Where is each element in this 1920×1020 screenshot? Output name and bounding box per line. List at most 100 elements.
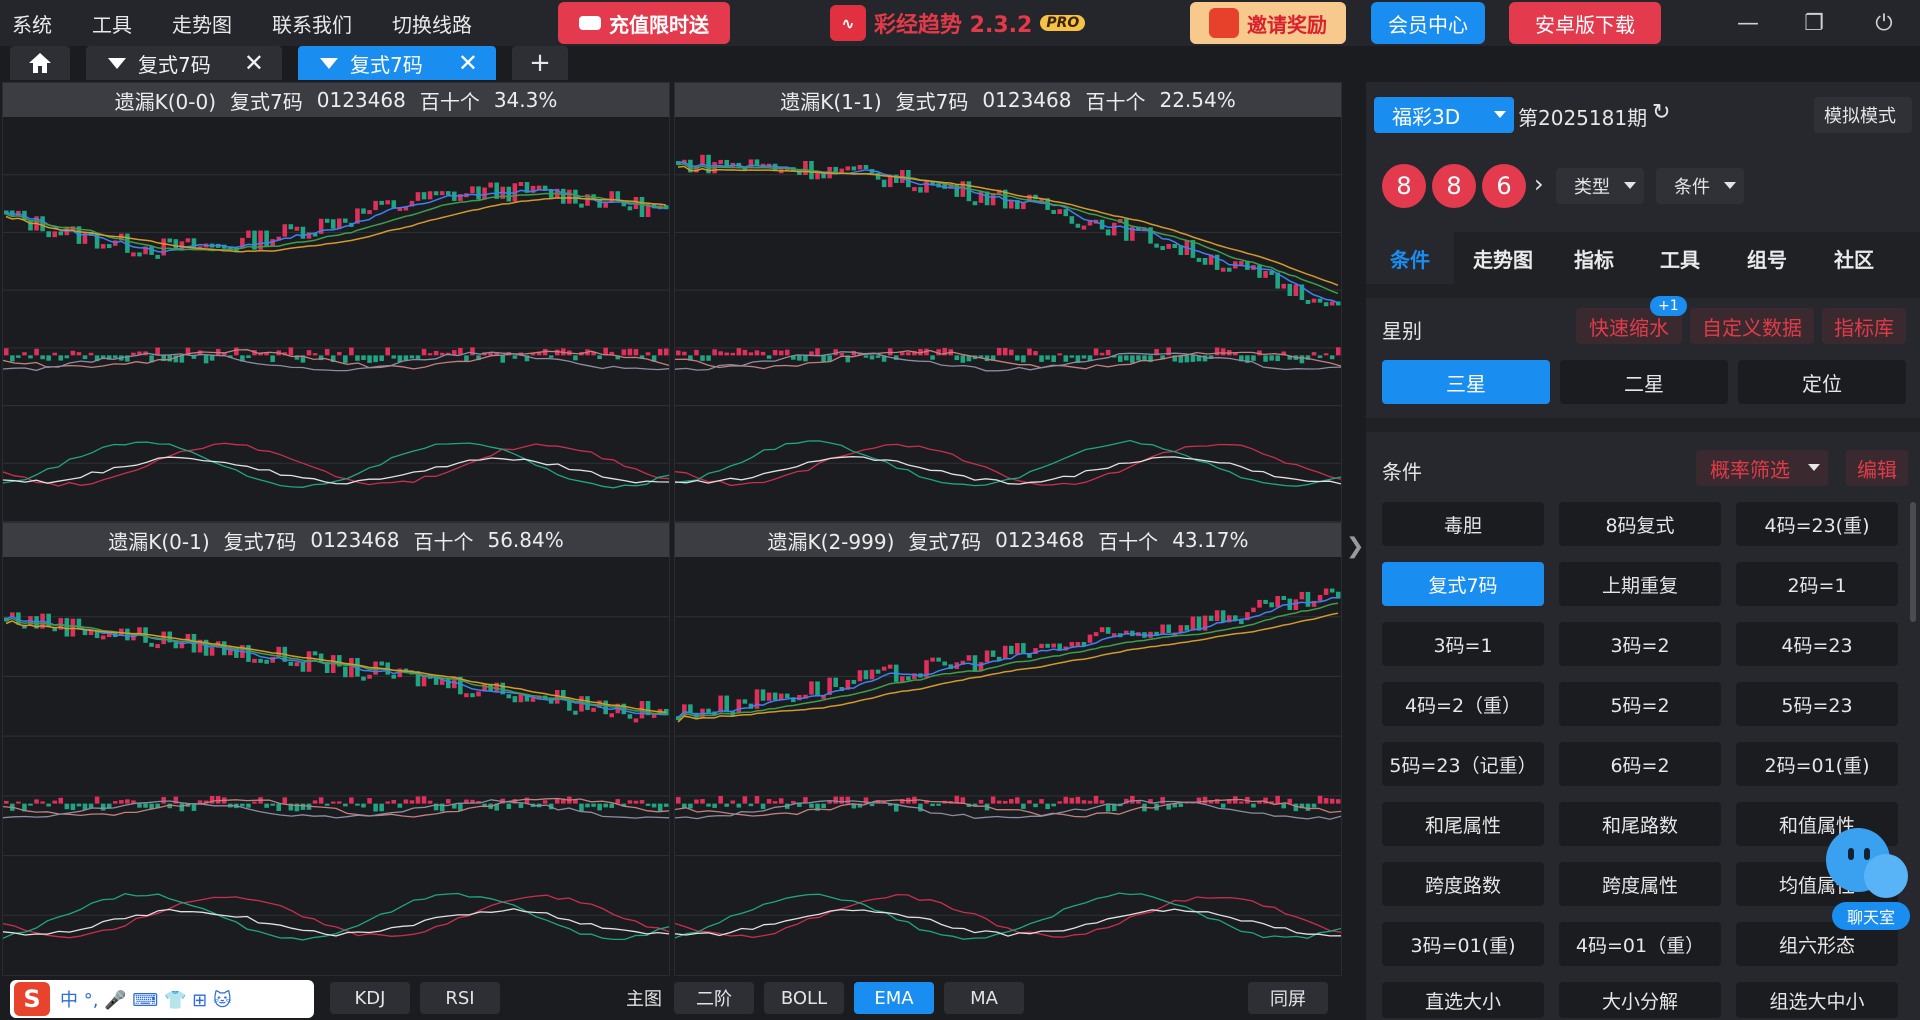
- power-icon[interactable]: ⏻: [1875, 10, 1893, 36]
- refresh-icon[interactable]: ↻: [1652, 100, 1671, 125]
- panel-splitter[interactable]: ❯: [1342, 82, 1366, 1020]
- recharge-promo-button[interactable]: 充值限时送: [558, 2, 730, 44]
- chart-mode: 复式7码: [223, 529, 297, 554]
- condition-button[interactable]: 5码=23（记重）: [1382, 742, 1544, 786]
- macd-bar: [494, 352, 499, 356]
- rsi-button[interactable]: RSI: [420, 982, 500, 1014]
- ma-button[interactable]: MA: [944, 982, 1024, 1014]
- probability-filter-dropdown[interactable]: 概率筛选: [1696, 450, 1828, 486]
- chart-digits: 0123468: [982, 88, 1072, 112]
- tab-trend[interactable]: 走势图: [1473, 247, 1533, 272]
- custom-data-button[interactable]: 自定义数据: [1690, 308, 1814, 344]
- scrollbar[interactable]: [1910, 502, 1916, 622]
- position-button[interactable]: 定位: [1738, 360, 1906, 404]
- ema-button[interactable]: EMA: [854, 982, 934, 1014]
- condition-button[interactable]: 3码=2: [1559, 622, 1721, 666]
- kline-bar: [875, 669, 881, 674]
- three-star-button[interactable]: 三星: [1382, 360, 1550, 404]
- condition-button[interactable]: 大小分解: [1559, 982, 1721, 1018]
- menu-tools[interactable]: 工具: [92, 12, 132, 37]
- condition-button[interactable]: 3码=1: [1382, 622, 1544, 666]
- condition-button[interactable]: 组选大中小: [1736, 982, 1898, 1018]
- macd-bar: [125, 799, 130, 804]
- edit-button[interactable]: 编辑: [1846, 450, 1908, 486]
- kline-chart[interactable]: [675, 117, 1341, 521]
- kdj-button[interactable]: KDJ: [330, 982, 410, 1014]
- condition-button[interactable]: 2码=1: [1736, 562, 1898, 606]
- macd-bar: [1263, 797, 1268, 804]
- add-tab-button[interactable]: +: [512, 46, 568, 80]
- condition-button[interactable]: 组六形态: [1736, 922, 1898, 966]
- simulate-mode-button[interactable]: 模拟模式: [1814, 97, 1912, 133]
- restore-icon[interactable]: ❐: [1804, 10, 1824, 36]
- condition-dropdown[interactable]: 条件: [1656, 168, 1744, 204]
- condition-button[interactable]: 和尾路数: [1559, 802, 1721, 846]
- kline-chart[interactable]: [675, 557, 1341, 975]
- minimize-icon[interactable]: —: [1737, 10, 1759, 36]
- condition-button[interactable]: 上期重复: [1559, 562, 1721, 606]
- kline-chart[interactable]: [3, 117, 669, 521]
- condition-button[interactable]: 和值属性: [1736, 802, 1898, 846]
- condition-button[interactable]: 5码=2: [1559, 682, 1721, 726]
- home-tab[interactable]: [10, 46, 70, 80]
- invite-reward-button[interactable]: 邀请奖励: [1190, 2, 1346, 44]
- tab-indicator[interactable]: 指标: [1574, 247, 1614, 272]
- condition-button[interactable]: 6码=2: [1559, 742, 1721, 786]
- condition-button[interactable]: 3码=01(重): [1382, 922, 1544, 966]
- kline-bar: [379, 200, 384, 205]
- menu-switch-line[interactable]: 切换线路: [392, 12, 472, 37]
- macd-bar: [330, 355, 336, 363]
- condition-button[interactable]: 4码=01（重）: [1559, 922, 1721, 966]
- tab-tools[interactable]: 工具: [1660, 247, 1700, 272]
- condition-button[interactable]: 8码复式: [1559, 502, 1721, 546]
- chat-room-widget[interactable]: 聊天室: [1826, 824, 1918, 930]
- condition-button[interactable]: 跨度属性: [1559, 862, 1721, 906]
- kline-bar: [1009, 645, 1014, 655]
- macd-bar: [1027, 800, 1032, 804]
- condition-button[interactable]: 2码=01(重): [1736, 742, 1898, 786]
- second-order-button[interactable]: 二阶: [674, 982, 754, 1014]
- kline-bar: [518, 182, 524, 187]
- macd-bar: [1251, 803, 1256, 808]
- menu-trend[interactable]: 走势图: [172, 12, 232, 37]
- macd-bar: [857, 803, 863, 808]
- kline-bar: [161, 238, 166, 256]
- tab-fushi-2[interactable]: 复式7码 ✕: [298, 46, 496, 80]
- menu-system[interactable]: 系统: [12, 12, 52, 37]
- tab-community[interactable]: 社区: [1834, 247, 1874, 272]
- type-dropdown[interactable]: 类型: [1556, 168, 1644, 204]
- condition-button[interactable]: 和尾属性: [1382, 802, 1544, 846]
- condition-button[interactable]: 4码=23: [1736, 622, 1898, 666]
- kline-bar: [1075, 223, 1081, 228]
- macd-bar: [452, 350, 457, 356]
- kline-bar: [470, 186, 475, 194]
- same-screen-button[interactable]: 同屏: [1248, 982, 1328, 1014]
- indicator-library-button[interactable]: 指标库: [1822, 308, 1906, 344]
- condition-button[interactable]: 4码=23(重): [1736, 502, 1898, 546]
- condition-button[interactable]: 毒胆: [1382, 502, 1544, 546]
- macd-bar: [1317, 355, 1323, 359]
- macd-bar: [639, 800, 645, 804]
- menu-contact[interactable]: 联系我们: [272, 12, 352, 37]
- ime-toolbar[interactable]: S 中 °, 🎤 ⌨ 👕 ⊞ 🐱: [10, 980, 314, 1018]
- close-icon[interactable]: ✕: [243, 49, 264, 77]
- tab-group[interactable]: 组号: [1747, 247, 1787, 272]
- condition-button[interactable]: 4码=2（重）: [1382, 682, 1544, 726]
- condition-button[interactable]: 跨度路数: [1382, 862, 1544, 906]
- condition-button[interactable]: 5码=23: [1736, 682, 1898, 726]
- kline-bar: [106, 633, 112, 638]
- chevron-right-icon[interactable]: ❯: [1346, 534, 1365, 559]
- kline-chart[interactable]: [3, 557, 669, 975]
- two-star-button[interactable]: 二星: [1560, 360, 1728, 404]
- chevron-right-icon[interactable]: ›: [1534, 170, 1544, 198]
- member-center-button[interactable]: 会员中心: [1371, 2, 1485, 44]
- close-icon[interactable]: ✕: [457, 49, 478, 77]
- kline-bar: [996, 656, 1002, 661]
- android-download-button[interactable]: 安卓版下载: [1509, 2, 1661, 44]
- condition-button[interactable]: 直选大小: [1382, 982, 1544, 1018]
- condition-button[interactable]: 复式7码: [1382, 562, 1544, 606]
- lottery-select[interactable]: 福彩3D: [1374, 97, 1514, 133]
- tab-fushi-1[interactable]: 复式7码 ✕: [86, 46, 282, 80]
- tab-conditions[interactable]: 条件: [1366, 232, 1454, 284]
- boll-button[interactable]: BOLL: [764, 982, 844, 1014]
